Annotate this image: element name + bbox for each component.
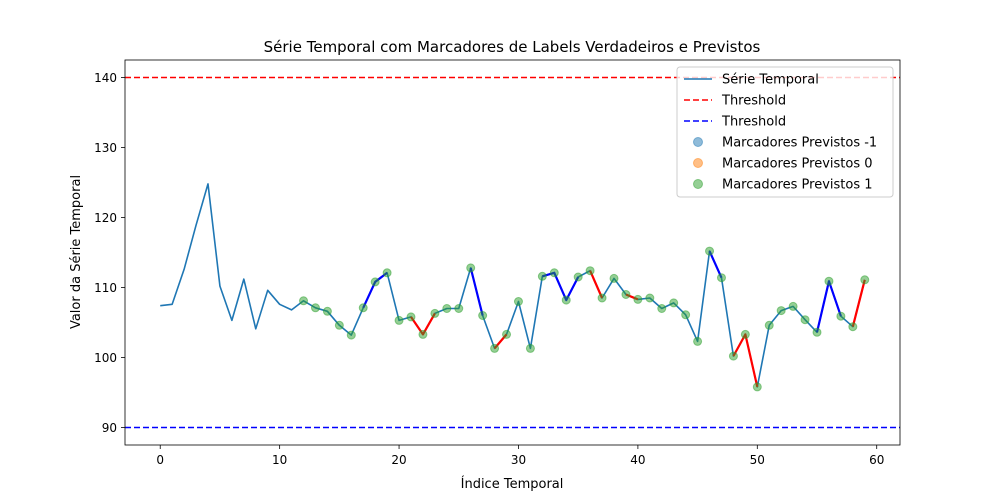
marker-point-2-38 xyxy=(752,382,762,392)
marker-point-2-33 xyxy=(693,336,703,346)
legend-box xyxy=(676,66,894,198)
legend-label-1: Threshold xyxy=(721,94,786,109)
marker-point-2-17 xyxy=(502,329,512,339)
y-axis-label: Valor da Série Temporal xyxy=(69,175,84,329)
marker-point-2-13 xyxy=(454,304,464,313)
marker-point-2-22 xyxy=(561,295,571,305)
marker-point-2-9 xyxy=(406,312,416,322)
marker-point-2-45 xyxy=(836,311,846,321)
marker-point-2-10 xyxy=(418,329,428,339)
marker-point-2-16 xyxy=(490,343,500,353)
y-tick-label-3: 120 xyxy=(94,211,117,225)
marker-point-2-8 xyxy=(394,315,404,325)
legend-label-3: Marcadores Previstos -1 xyxy=(722,136,877,151)
legend-label-2: Threshold xyxy=(721,115,786,130)
marker-point-2-14 xyxy=(466,263,476,273)
marker-point-2-47 xyxy=(860,275,870,285)
legend: Série Temporal Threshold Threshold Marcador… xyxy=(676,66,894,198)
highlight-segment-9 xyxy=(815,280,842,333)
x-tick-label-0: 0 xyxy=(156,453,164,467)
marker-point-2-21 xyxy=(549,268,559,278)
highlight-segment-8 xyxy=(732,333,759,388)
marker-point-2-39 xyxy=(764,320,774,330)
marker-point-2-2 xyxy=(322,306,332,316)
marker-point-2-20 xyxy=(537,271,547,281)
marker-point-2-24 xyxy=(585,266,595,276)
plot-area: 0 10 20 30 40 50 60 90 100 110 120 130 140 xyxy=(94,59,901,467)
y-tick-label-1: 100 xyxy=(94,351,117,365)
x-axis-label: Índice Temporal xyxy=(461,476,564,492)
marker-point-2-34 xyxy=(705,246,715,256)
marker-point-2-18 xyxy=(513,297,523,306)
legend-label-5: Marcadores Previstos 1 xyxy=(722,178,873,193)
marker-point-2-44 xyxy=(824,276,834,286)
marker-point-2-1 xyxy=(310,303,320,313)
legend-swatch-4 xyxy=(693,158,703,168)
legend-swatch-3 xyxy=(693,137,703,147)
x-tick-label-5: 50 xyxy=(750,453,765,467)
axes-frame xyxy=(124,59,901,446)
marker-point-2-36 xyxy=(728,351,738,361)
marker-point-2-32 xyxy=(681,310,691,320)
highlight-segment-4 xyxy=(542,271,580,302)
marker-point-2-15 xyxy=(478,311,488,320)
marker-point-2-5 xyxy=(358,303,368,313)
legend-label-0: Série Temporal xyxy=(722,73,819,88)
highlight-segment-2 xyxy=(469,267,484,316)
marker-point-2-3 xyxy=(334,320,344,330)
marker-point-2-19 xyxy=(525,343,535,353)
marker-point-2-27 xyxy=(621,290,631,299)
series-line xyxy=(160,183,866,388)
highlight-segment-10 xyxy=(851,279,866,327)
y-tick-label-4: 130 xyxy=(94,141,117,155)
x-tick-label-2: 20 xyxy=(391,453,406,467)
marker-point-2-29 xyxy=(645,293,655,303)
marker-point-2-42 xyxy=(800,315,810,325)
marker-point-2-43 xyxy=(812,327,822,337)
marker-point-2-4 xyxy=(346,330,356,340)
marker-point-2-0 xyxy=(299,296,309,306)
highlight-segment-7 xyxy=(708,250,723,279)
marker-point-2-26 xyxy=(609,273,619,283)
y-tick-label-2: 110 xyxy=(94,281,117,295)
x-tick-label-3: 30 xyxy=(511,453,526,467)
x-tick-label-4: 40 xyxy=(630,453,645,467)
legend-label-4: Marcadores Previstos 0 xyxy=(722,157,873,172)
marker-point-2-12 xyxy=(442,304,452,313)
marker-point-2-11 xyxy=(430,308,440,318)
marker-point-2-31 xyxy=(669,298,679,308)
y-tick-label-5: 140 xyxy=(94,71,117,85)
chart-title: Série Temporal com Marcadores de Labels … xyxy=(264,38,761,56)
x-tick-label-6: 60 xyxy=(869,453,884,467)
marker-point-2-40 xyxy=(776,306,786,316)
marker-point-2-35 xyxy=(716,273,726,283)
marker-point-2-25 xyxy=(597,293,607,303)
x-tick-label-1: 10 xyxy=(272,453,287,467)
marker-point-2-23 xyxy=(573,272,583,282)
marker-point-2-37 xyxy=(740,329,750,339)
marker-point-2-6 xyxy=(370,277,380,287)
marker-point-2-30 xyxy=(657,304,667,313)
y-tick-label-0: 90 xyxy=(102,421,117,435)
marker-point-2-28 xyxy=(633,294,643,304)
highlight-segment-5 xyxy=(589,270,604,299)
marker-point-2-7 xyxy=(382,268,392,278)
marker-point-2-41 xyxy=(788,301,798,311)
legend-swatch-5 xyxy=(693,179,703,189)
marker-point-2-46 xyxy=(848,322,858,332)
